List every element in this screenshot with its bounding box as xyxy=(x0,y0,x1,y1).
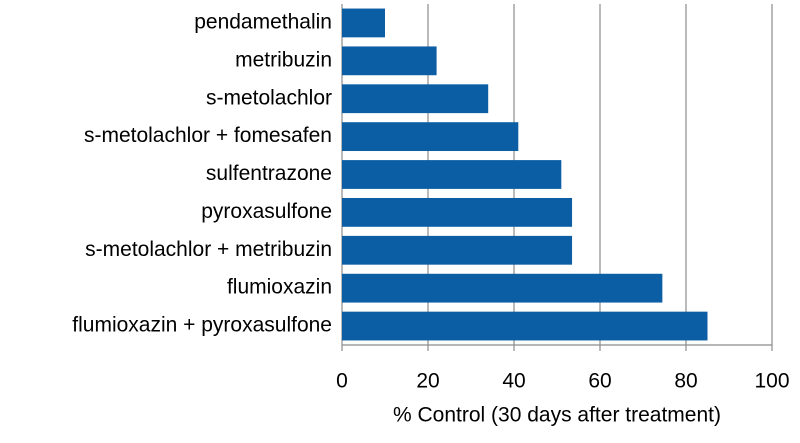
bar xyxy=(342,8,385,38)
x-axis-title: % Control (30 days after treatment) xyxy=(393,404,721,427)
bar xyxy=(342,122,519,152)
x-tick-label: 20 xyxy=(416,370,439,393)
y-tick-label: metribuzin xyxy=(235,48,332,71)
bar xyxy=(342,46,437,76)
y-tick-label: s-metolachlor + fomesafen xyxy=(84,124,332,147)
x-tick-label: 60 xyxy=(588,370,611,393)
y-tick-label: s-metolachlor xyxy=(206,86,332,109)
y-tick-label: flumioxazin + pyroxasulfone xyxy=(72,314,332,337)
x-tick-label: 100 xyxy=(754,370,789,393)
x-tick-label: 40 xyxy=(502,370,525,393)
bar xyxy=(342,235,573,265)
y-tick-label: pendamethalin xyxy=(194,10,332,33)
bar xyxy=(342,197,573,227)
bar xyxy=(342,311,708,341)
y-tick-label: pyroxasulfone xyxy=(201,200,332,223)
bar xyxy=(342,160,562,189)
y-tick-label: sulfentrazone xyxy=(206,162,332,185)
bar xyxy=(342,84,489,114)
x-tick-label: 80 xyxy=(674,370,697,393)
bar xyxy=(342,273,663,303)
y-tick-label: s-metolachlor + metribuzin xyxy=(85,238,332,261)
x-tick-label: 0 xyxy=(336,370,348,393)
y-tick-label: flumioxazin xyxy=(227,276,332,299)
